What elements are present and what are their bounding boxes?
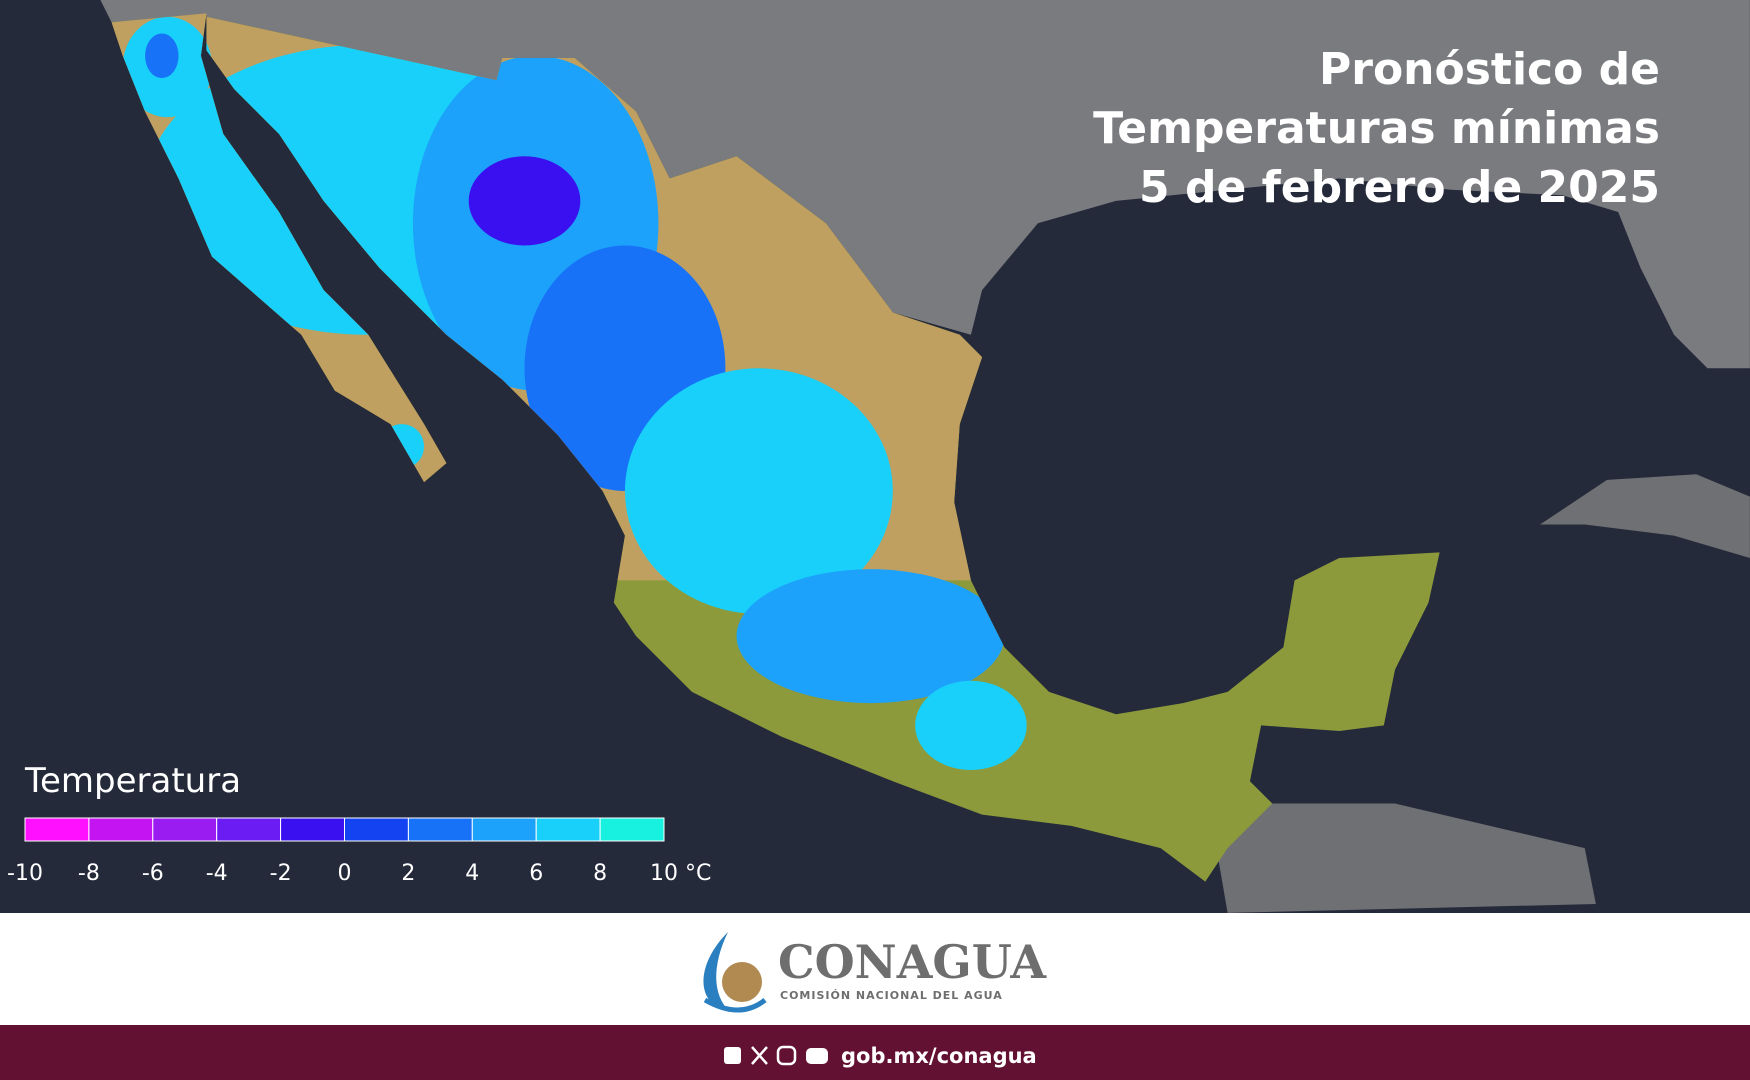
instagram-icon[interactable] (776, 1045, 797, 1066)
url[interactable]: gob.mx/conagua (841, 1044, 1037, 1068)
youtube-icon[interactable] (806, 1048, 828, 1064)
legend-tick-label: 4 (465, 861, 479, 886)
footer (0, 913, 1750, 1025)
title-line: 5 de febrero de 2025 (1139, 162, 1660, 213)
land-north (100, 0, 1750, 369)
legend-swatch (24, 817, 90, 842)
legend-swatch (407, 817, 473, 842)
legend-tick-label: 0 (338, 861, 352, 886)
legend-tick-label: 10 °C (650, 861, 711, 886)
legend-swatch (344, 817, 409, 842)
logo: CONAGUA COMISIÓN NACIONAL DEL AGUA (703, 932, 1047, 1013)
legend-tick-label: 6 (529, 861, 543, 886)
legend-swatch (280, 817, 346, 842)
legend-tick-label: 2 (401, 861, 415, 886)
legend-swatch (152, 817, 218, 842)
x-icon[interactable] (751, 1046, 768, 1065)
social-icons (724, 1045, 828, 1066)
facebook-icon[interactable] (724, 1047, 741, 1064)
legend-tick-label: -10 (7, 861, 43, 886)
title: Pronóstico de Temperaturas mínimas 5 de … (1093, 44, 1660, 213)
logo-subtitle: COMISIÓN NACIONAL DEL AGUA (780, 989, 1003, 1002)
bottom-bar (0, 1025, 1750, 1080)
legend-swatch (88, 817, 154, 842)
legend-tick-label: -4 (206, 861, 228, 886)
legend-tick-label: -6 (142, 861, 164, 886)
legend-swatch (471, 817, 537, 842)
legend: Temperatura -10 -8 -6 -4 -2 0 2 4 6 8 10 °C (7, 761, 711, 886)
legend-title: Temperatura (24, 761, 241, 801)
legend-swatch (599, 817, 665, 842)
legend-tick-label: -2 (270, 861, 292, 886)
legend-swatch (216, 817, 282, 842)
legend-tick-label: 8 (593, 861, 607, 886)
legend-tick-label: -8 (78, 861, 100, 886)
legend-swatch (535, 817, 601, 842)
title-line: Pronóstico de (1319, 44, 1660, 95)
title-line: Temperaturas mínimas (1093, 103, 1660, 154)
logo-name: CONAGUA (778, 935, 1047, 989)
land-central-america (1216, 803, 1596, 913)
land-cuba (1540, 474, 1750, 558)
